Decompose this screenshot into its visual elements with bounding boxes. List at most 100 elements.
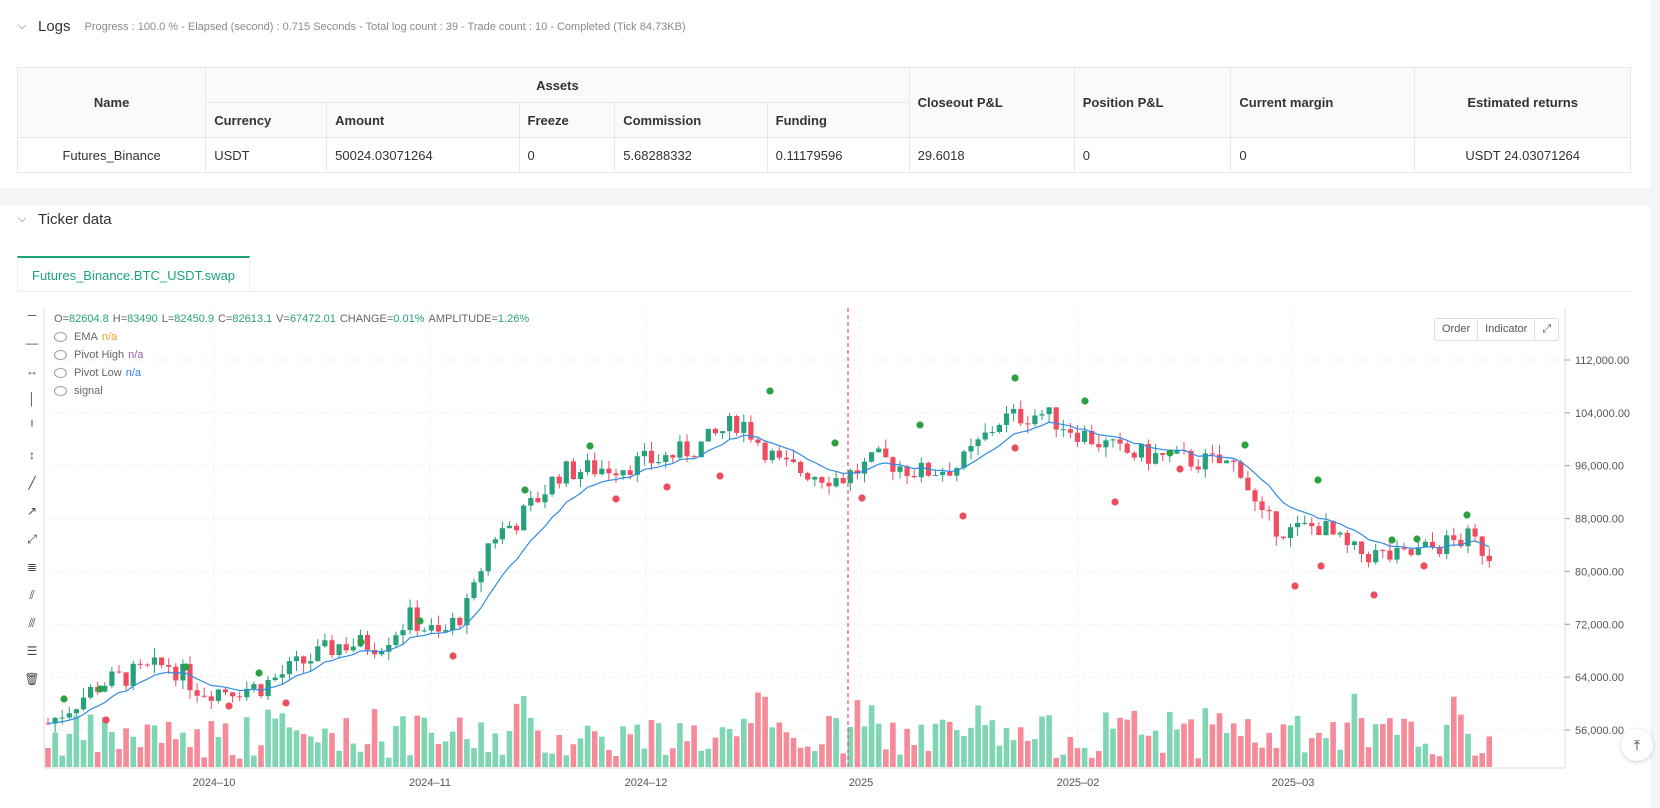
volume-bar [293,730,300,767]
candle-body [59,717,65,719]
volume-bar [570,744,577,767]
trend-line-icon[interactable]: ╱ [28,476,36,490]
legend-signal[interactable]: signal [54,382,529,400]
volume-bar [1280,724,1287,767]
legend-label: signal [74,385,103,397]
candle-body [80,697,87,710]
candle-body [954,468,960,476]
candle-body [66,713,72,718]
candle-body [798,462,804,474]
volume-bar [847,726,854,767]
eye-icon[interactable] [54,332,67,342]
tab-btc-usdt-swap[interactable]: Futures_Binance.BTC_USDT.swap [17,256,251,292]
trash-icon[interactable]: 🗑 [24,672,40,686]
price-range-icon[interactable]: ≣ [26,560,38,574]
volume-bar [670,748,676,767]
volume-bar [1309,738,1315,767]
volume-bar [1365,747,1372,767]
logs-header[interactable]: ⌵ Logs Progress : 100.0 % - Elapsed (sec… [16,18,686,35]
y-tick-label: 88,000.00 [1575,514,1624,526]
candle-body [1003,413,1010,425]
candle-body [1096,444,1102,448]
volume-bar [350,743,357,767]
legend-ema[interactable]: EMA n/a [54,328,529,346]
volume-bar [265,709,271,767]
volume-bar [1230,723,1237,767]
volume-bar [151,725,158,767]
volume-bar [1110,728,1116,767]
table-row: Futures_Binance USDT 50024.03071264 0 5.… [16,137,1631,173]
vertical-ray-icon[interactable]: ╵ [28,420,36,434]
candle-body [641,450,647,457]
l-label: L= [161,313,175,325]
extended-line-icon[interactable]: ⤢ [27,531,37,546]
volume-bar [677,723,683,767]
eye-icon[interactable] [54,386,67,396]
candle-body [1344,532,1350,546]
cell-position: 0 [1073,137,1232,173]
volume-bar [137,747,144,767]
candle-body [634,456,640,475]
vertical-segment-icon[interactable]: ↕ [29,448,35,462]
volume-bar [279,713,286,767]
volume-bar [464,739,470,767]
eye-icon[interactable] [54,350,67,360]
volume-bar [322,728,328,767]
chevron-down-icon[interactable]: ⌵ [17,213,27,225]
candle-body [194,690,200,696]
indicator-button[interactable]: Indicator [1478,319,1536,340]
ticker-header[interactable]: ⌵ Ticker data [16,211,112,228]
volume-bar [1216,713,1223,767]
volume-bar [1145,735,1152,767]
volume-bar [1351,693,1358,767]
fib-levels-icon[interactable]: ☰ [26,644,38,658]
pivot-low-dot [102,716,110,724]
eye-icon[interactable] [54,368,67,378]
candle-body [861,461,868,474]
fib-channel-icon[interactable]: ⫻ [28,615,36,630]
legend-pivot-low[interactable]: Pivot Low n/a [54,364,529,382]
ray-line-icon[interactable]: ↗ [26,504,38,518]
candle-body [840,478,846,484]
pivot-low-dot [449,652,457,660]
volume-bar [130,736,136,767]
scroll-top-button[interactable]: ⤒ [1621,729,1653,761]
candle-body [805,473,811,480]
chevron-down-icon[interactable]: ⌵ [17,20,27,32]
candle-body [492,539,498,544]
order-button[interactable]: Order [1435,319,1479,340]
volume-bar [868,705,875,767]
vertical-line-icon[interactable]: │ [28,392,36,406]
low-value: 82450.9 [174,313,215,325]
volume-bar [208,721,215,767]
volume-bar [123,728,129,767]
volume-bar [698,750,704,767]
candle-body [1245,477,1251,491]
parallel-channel-icon[interactable]: ⫽ [29,587,35,602]
horizontal-ray-icon[interactable]: ─ [27,308,37,322]
x-tick-label: 2024–12 [625,777,668,789]
legend-pivot-high[interactable]: Pivot High n/a [54,346,529,364]
horizontal-segment-icon[interactable]: ↔ [26,364,38,378]
candle-body [570,461,576,480]
pivot-low-dot [1176,465,1184,473]
col-freeze: Freeze [518,102,616,138]
fullscreen-icon[interactable]: ⤢ [1542,323,1552,335]
candle-body [826,482,832,487]
candle-body [1429,541,1436,547]
volume-bar [911,745,917,767]
volume-bar [1358,718,1365,767]
volume-bar [116,748,122,767]
volume-bar [591,731,598,767]
volume-bar [528,717,534,767]
y-tick-label: 56,000.00 [1575,725,1624,737]
cell-funding: 0.11179596 [766,137,910,173]
cell-name: Futures_Binance [16,137,207,173]
volume-bar [435,743,442,767]
candle-body [1415,547,1421,555]
candle-body [1302,522,1308,524]
volume-bar [897,754,903,767]
horizontal-line-icon[interactable]: ― [26,336,38,350]
volume-bar [712,737,719,767]
